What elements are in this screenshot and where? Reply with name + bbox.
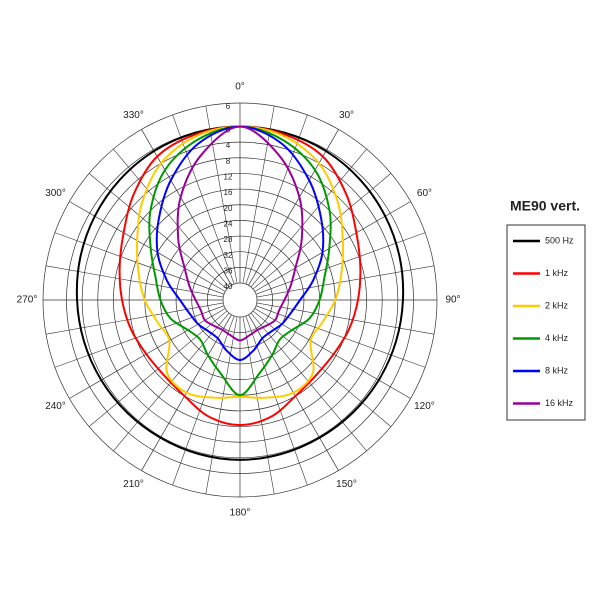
- series-line: [118, 125, 362, 427]
- minor-spoke: [45, 302, 224, 335]
- theta-tick-label: 60°: [417, 188, 432, 199]
- r-tick-label: 32: [224, 251, 233, 260]
- center-hole: [224, 284, 256, 316]
- spoke: [254, 308, 411, 399]
- legend-label: 4 kHz: [545, 333, 569, 343]
- spoke: [69, 308, 226, 399]
- r-tick-label: 40: [224, 282, 233, 291]
- theta-tick-label: 30°: [339, 110, 354, 121]
- series-line: [148, 125, 332, 397]
- legend-label: 500 Hz: [545, 235, 574, 245]
- theta-tick-label: 330°: [123, 110, 144, 121]
- legend-label: 8 kHz: [545, 365, 569, 375]
- theta-tick-label: 120°: [414, 401, 435, 412]
- series-line: [176, 125, 304, 342]
- minor-spoke: [250, 148, 367, 288]
- legend-box: [506, 224, 586, 421]
- spoke: [141, 129, 232, 286]
- series-line: [75, 125, 405, 461]
- legend-label: 16 kHz: [545, 398, 574, 408]
- minor-spoke: [256, 265, 435, 298]
- legend-label: 2 kHz: [545, 300, 569, 310]
- theta-tick-label: 240°: [45, 401, 66, 412]
- r-tick-label: 0: [226, 126, 231, 135]
- theta-tick-label: 150°: [336, 479, 357, 490]
- series-line: [155, 125, 325, 362]
- theta-tick-label: 180°: [230, 508, 251, 519]
- minor-spoke: [205, 316, 238, 495]
- minor-spoke: [45, 265, 224, 298]
- legend-label: 1 kHz: [545, 268, 569, 278]
- r-tick-label: 6: [226, 102, 231, 111]
- minor-spoke: [255, 305, 426, 368]
- minor-spoke: [172, 315, 235, 486]
- spoke: [248, 129, 339, 286]
- minor-spoke: [245, 315, 308, 486]
- theta-tick-label: 210°: [123, 479, 144, 490]
- theta-tick-label: 270°: [17, 295, 38, 306]
- r-tick-label: 36: [224, 266, 233, 275]
- legend-title: ME90 vert.: [510, 198, 580, 214]
- theta-tick-label: 0°: [235, 82, 245, 93]
- r-tick-label: 4: [226, 141, 231, 150]
- r-tick-label: 12: [224, 173, 233, 182]
- r-tick-label: 24: [224, 220, 233, 229]
- theta-tick-label: 90°: [445, 295, 460, 306]
- r-tick-label: 8: [226, 157, 231, 166]
- r-tick-label: 20: [224, 204, 233, 213]
- minor-spoke: [113, 148, 230, 288]
- minor-spoke: [242, 316, 275, 495]
- minor-spoke: [256, 302, 435, 335]
- theta-tick-label: 300°: [45, 188, 66, 199]
- minor-spoke: [54, 305, 225, 368]
- r-tick-label: 16: [224, 188, 233, 197]
- r-tick-label: 28: [224, 235, 233, 244]
- series-line: [135, 125, 345, 399]
